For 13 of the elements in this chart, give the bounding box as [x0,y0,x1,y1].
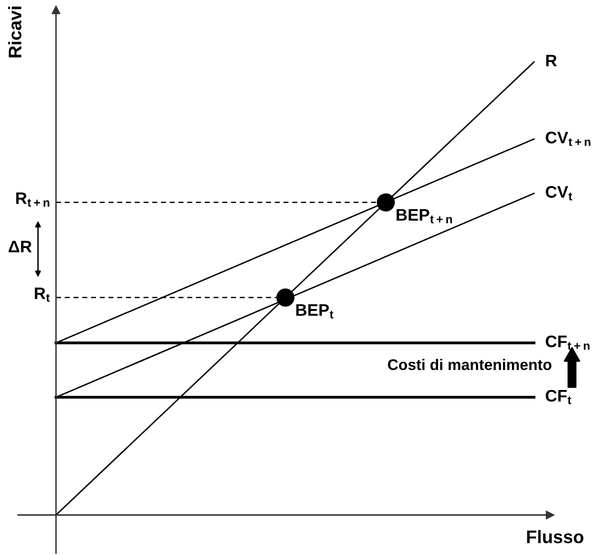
series-label: R [546,54,557,66]
x-axis-title: Flusso [527,530,584,544]
ref-line-label: R$_{t}$ [34,288,50,302]
annotation: BEP$_{t}$ [296,304,334,318]
ref-line-label: R$_{t+n}$ [16,192,50,207]
series-label: CV$_{t+n}$ [546,132,590,146]
series-label: CF$_{t+n}$ [546,336,590,350]
series-label: CV$_{t}$ [546,186,572,200]
annotation: BEP$_{t+n}$ [396,209,452,224]
annotation: Costi di mantenimento [388,358,552,370]
annotation: ΔR [8,240,32,252]
y-axis-title: Ricavi [8,6,22,58]
legend-label: CF$_{t}$ [546,390,572,404]
